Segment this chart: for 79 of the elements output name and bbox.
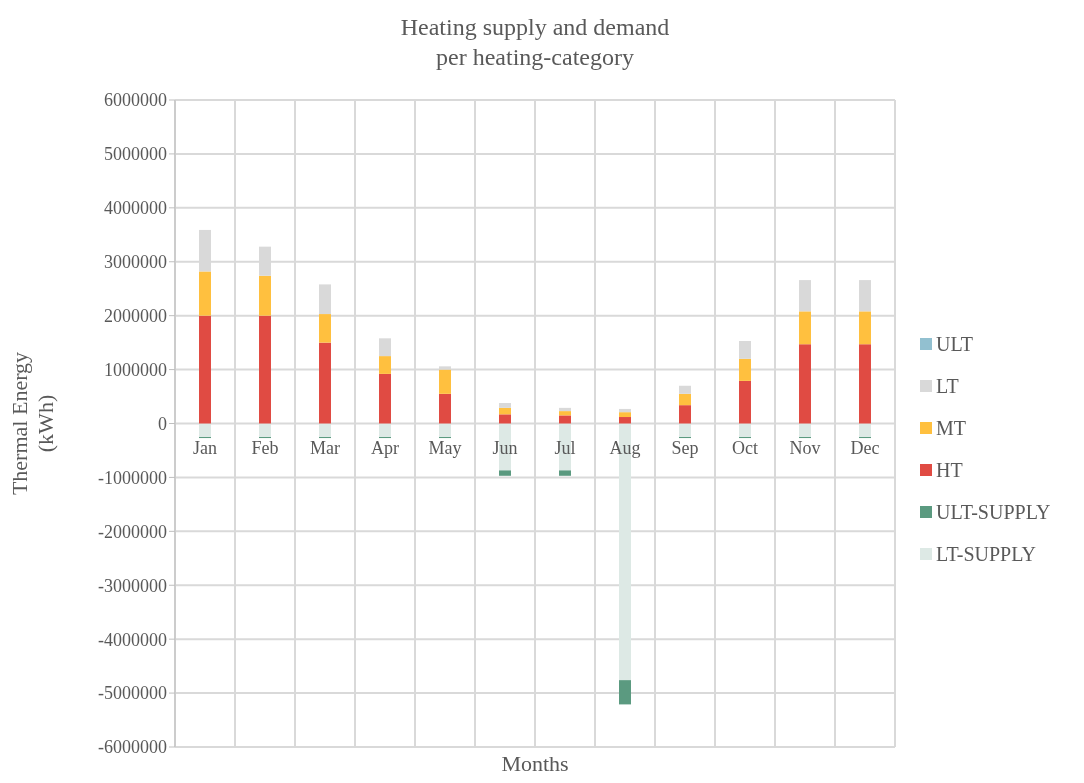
- y-tick-label: -2000000: [98, 521, 167, 542]
- y-tick-label: -1000000: [98, 467, 167, 488]
- bar: [739, 358, 751, 381]
- y-tick-label: 2000000: [104, 306, 167, 327]
- bar: [559, 415, 571, 424]
- legend-label: ULT-SUPPLY: [936, 500, 1051, 524]
- y-tick-label: -6000000: [98, 737, 167, 758]
- x-tick-label: Jul: [554, 437, 576, 458]
- bar: [439, 369, 451, 394]
- x-tick-label: Nov: [789, 437, 821, 458]
- bar: [379, 356, 391, 374]
- bar: [799, 311, 811, 345]
- bar: [859, 344, 871, 424]
- bar: [499, 470, 511, 476]
- x-axis-title: Months: [500, 751, 570, 777]
- bar: [199, 271, 211, 316]
- bar: [619, 417, 631, 424]
- y-tick-label: -4000000: [98, 629, 167, 650]
- bar: [619, 408, 631, 413]
- y-tick-label: 0: [158, 413, 167, 434]
- bar: [799, 280, 811, 312]
- bar: [679, 405, 691, 424]
- chart-title: Heating supply and demand per heating-category: [399, 13, 671, 72]
- bar: [439, 423, 451, 437]
- y-tick-label: 1000000: [104, 359, 167, 380]
- bar: [499, 407, 511, 415]
- bar: [559, 407, 571, 412]
- y-tick-label: -5000000: [98, 683, 167, 704]
- y-tick-label: 4000000: [104, 198, 167, 219]
- legend-label: ULT: [936, 332, 974, 356]
- bar: [199, 423, 211, 437]
- x-tick-label: Jan: [193, 437, 217, 458]
- x-tick-label: Oct: [732, 437, 758, 458]
- x-tick-label: Mar: [310, 437, 340, 458]
- bar: [259, 423, 271, 437]
- x-tick-label: Feb: [251, 437, 279, 458]
- x-tick-label: Aug: [609, 437, 641, 458]
- bar: [379, 338, 391, 357]
- bar: [319, 423, 331, 437]
- x-tick-label: May: [428, 437, 462, 458]
- y-axis-title: Thermal Energy (kWh): [7, 351, 58, 496]
- y-tick-label: 6000000: [104, 90, 167, 111]
- bar: [859, 311, 871, 345]
- bar: [799, 423, 811, 437]
- bar: [679, 393, 691, 406]
- bar: [499, 403, 511, 408]
- bar: [319, 284, 331, 315]
- y-tick-label: 3000000: [104, 252, 167, 273]
- legend-label: LT-SUPPLY: [936, 542, 1036, 566]
- bar: [379, 373, 391, 424]
- y-tick-label: -3000000: [98, 575, 167, 596]
- bar: [739, 341, 751, 359]
- bar: [619, 412, 631, 418]
- y-tick-label: 5000000: [104, 144, 167, 165]
- bar: [799, 344, 811, 424]
- bar: [379, 423, 391, 437]
- bar: [319, 342, 331, 424]
- bar: [259, 315, 271, 424]
- bar: [739, 423, 751, 437]
- bar: [259, 275, 271, 316]
- bar: [439, 393, 451, 424]
- bar: [679, 423, 691, 437]
- bar: [559, 470, 571, 476]
- bar: [199, 315, 211, 424]
- bar: [739, 380, 751, 424]
- x-tick-label: Sep: [671, 437, 699, 458]
- x-tick-label: Apr: [371, 437, 399, 458]
- x-tick-label: Dec: [850, 437, 880, 458]
- bar: [319, 314, 331, 343]
- bar: [559, 411, 571, 416]
- bar: [859, 280, 871, 312]
- legend-label: MT: [936, 416, 966, 440]
- bar: [619, 680, 631, 705]
- x-tick-label: Jun: [492, 437, 518, 458]
- bar: [499, 414, 511, 424]
- bar: [679, 385, 691, 394]
- bar: [859, 423, 871, 437]
- legend-label: HT: [936, 458, 963, 482]
- legend-label: LT: [936, 374, 959, 398]
